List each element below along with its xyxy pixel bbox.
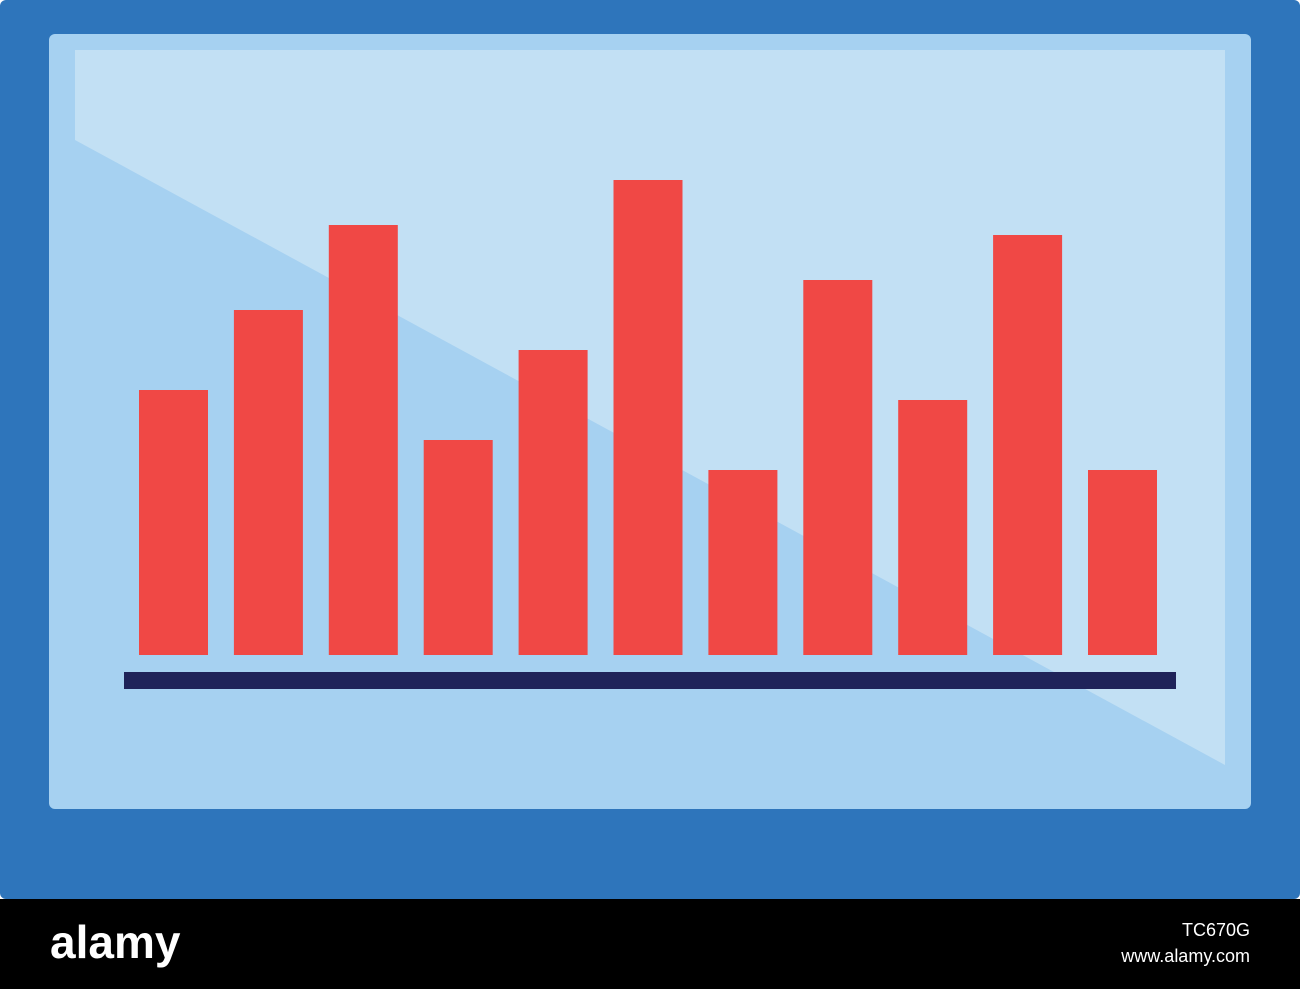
bar [1088, 470, 1157, 655]
bar [518, 350, 588, 655]
bar [708, 470, 778, 655]
bar [233, 310, 303, 655]
bars [139, 180, 1157, 655]
bar [139, 390, 208, 655]
bar [993, 235, 1063, 655]
bar [898, 400, 968, 655]
bar [423, 440, 493, 655]
url: www.alamy.com [1120, 946, 1250, 966]
brand: alamy [50, 916, 181, 968]
footer-band [0, 899, 1300, 989]
bar [613, 180, 683, 655]
bar [328, 225, 398, 655]
image-id: TC670G [1182, 920, 1250, 940]
baseline [124, 672, 1176, 689]
bar [803, 280, 873, 655]
